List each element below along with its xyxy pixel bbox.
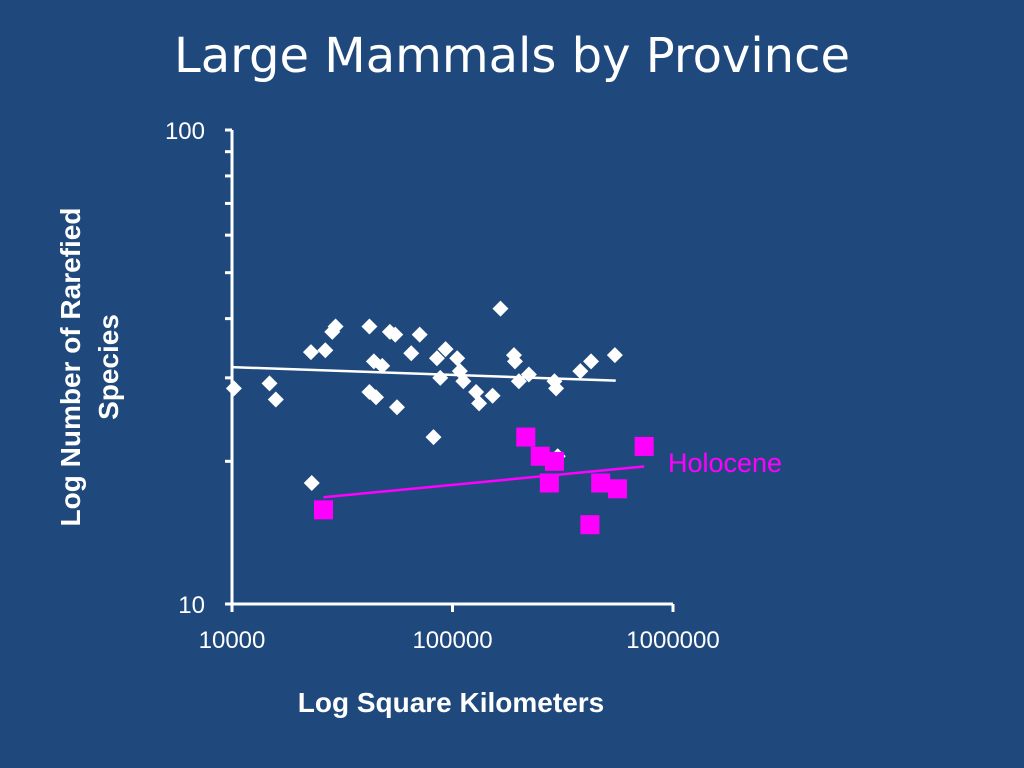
y-axis-title-line1: Log Number of Rarefied [55,208,86,527]
diamond-data-point [225,380,242,397]
diamond-data-point [510,373,527,390]
diamond-data-point [437,341,454,358]
square-data-point [544,451,564,471]
x-tick-label: 1000000 [626,627,719,654]
diamond-data-point [572,363,589,380]
diamond-data-point [425,429,442,446]
series-label-holocene: Holocene [668,448,782,478]
diamond-data-point [449,350,466,367]
square-data-point [591,473,611,493]
diamond-data-point [374,357,391,374]
holocene-trendline [323,465,645,499]
diamond-data-point [606,347,623,364]
diamond-data-point [471,395,488,412]
diamond-data-point [388,399,405,416]
diamond-data-point [403,345,420,362]
diamond-data-point [432,369,449,386]
square-data-point [634,436,654,456]
diamond-data-point [484,387,501,404]
diamond-data-point [468,384,485,401]
x-tick-label: 10000 [199,627,266,654]
y-tick-label: 100 [165,118,205,145]
y-axis-title-line2: Species [93,314,124,420]
diamond-data-point [261,375,278,392]
square-data-point [516,427,536,447]
square-data-point [607,479,627,499]
diamond-data-point [327,318,344,335]
square-data-point [314,500,334,520]
diamond-data-point [411,326,428,343]
axis-ticks: 10000 100000 1000000 10 100 [165,118,720,654]
diamond-data-point [303,475,320,492]
square-data-point [539,473,559,493]
x-tick-label: 100000 [412,627,492,654]
square-data-point [580,515,600,535]
diamond-data-point [267,391,284,408]
diamond-data-point [428,350,445,367]
diamond-data-point [520,366,537,383]
diamond-data-point [361,318,378,335]
diamond-data-point [317,342,334,359]
y-tick-label: 10 [178,592,205,619]
x-axis-title: Log Square Kilometers [298,687,605,718]
diamond-data-point [368,389,385,406]
diamond-data-point [492,300,509,317]
slide-title: Large Mammals by Province [173,28,851,84]
diamond-data-point [506,353,523,370]
diamond-data-point [548,380,565,397]
diamond-data-point [455,373,472,390]
diamond-data-point [387,326,404,343]
plot-area: Holocene [225,300,782,535]
diamond-data-point [302,344,319,361]
diamond-data-point [583,353,600,370]
